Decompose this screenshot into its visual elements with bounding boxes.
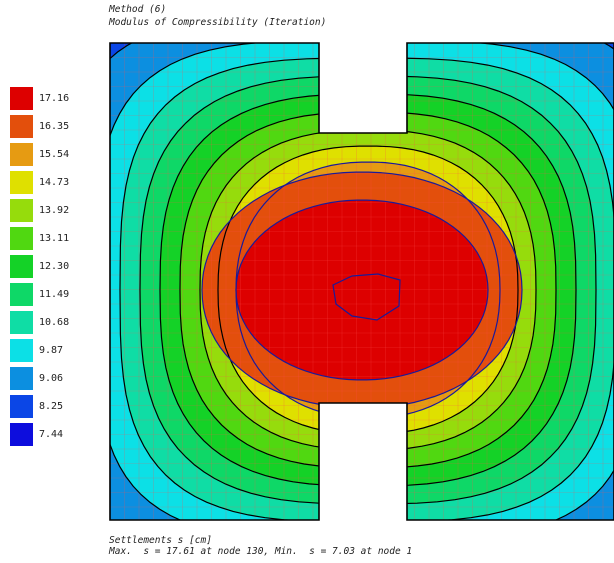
legend-value: 12.30 bbox=[39, 261, 70, 272]
legend-value: 13.92 bbox=[39, 205, 70, 216]
legend-item: 9.06 bbox=[10, 367, 80, 395]
legend-item: 14.73 bbox=[10, 171, 80, 199]
plot-title: Modulus of Compressibility (Iteration) bbox=[109, 17, 327, 28]
result-label: Settlements s [cm] bbox=[109, 535, 212, 546]
legend-swatch bbox=[10, 255, 33, 278]
legend-value: 9.06 bbox=[39, 373, 64, 384]
contour-line bbox=[139, 75, 597, 505]
legend-item: 11.49 bbox=[10, 283, 80, 311]
legend-swatch bbox=[10, 367, 33, 390]
legend-value: 10.68 bbox=[39, 317, 70, 328]
legend-swatch bbox=[10, 87, 33, 110]
result-summary: Max. s = 17.61 at node 130, Min. s = 7.0… bbox=[109, 546, 413, 557]
legend-item: 10.68 bbox=[10, 311, 80, 339]
legend-value: 7.44 bbox=[39, 429, 64, 440]
legend-value: 13.11 bbox=[39, 233, 70, 244]
contour-lines bbox=[110, 43, 614, 520]
legend-item: 9.87 bbox=[10, 339, 80, 367]
legend-item: 15.54 bbox=[10, 143, 80, 171]
legend-value: 9.87 bbox=[39, 345, 64, 356]
legend-item: 13.11 bbox=[10, 227, 80, 255]
legend-swatch bbox=[10, 199, 33, 222]
legend-item: 13.92 bbox=[10, 199, 80, 227]
contour-line bbox=[235, 199, 489, 381]
contour-line bbox=[119, 57, 614, 520]
legend-item: 7.44 bbox=[10, 423, 80, 451]
legend-swatch bbox=[10, 227, 33, 250]
legend-value: 16.35 bbox=[39, 121, 70, 132]
legend-swatch bbox=[10, 171, 33, 194]
contour-line bbox=[199, 129, 537, 451]
legend-swatch bbox=[10, 115, 33, 138]
contour-line bbox=[217, 145, 519, 435]
method-label: Method (6) bbox=[109, 4, 167, 15]
legend-swatch bbox=[10, 423, 33, 446]
legend-value: 8.25 bbox=[39, 401, 64, 412]
legend-value: 15.54 bbox=[39, 149, 70, 160]
legend-value: 14.73 bbox=[39, 177, 70, 188]
color-legend: 17.16 16.35 15.54 14.73 13.92 13.11 12.30 11.49… bbox=[10, 87, 80, 451]
legend-item: 16.35 bbox=[10, 115, 80, 143]
peak-contour bbox=[332, 273, 401, 321]
legend-swatch bbox=[10, 283, 33, 306]
contour-band bbox=[236, 200, 488, 380]
legend-item: 17.16 bbox=[10, 87, 80, 115]
contour-line bbox=[110, 43, 614, 520]
legend-value: 17.16 bbox=[39, 93, 70, 104]
legend-item: 12.30 bbox=[10, 255, 80, 283]
contour-line bbox=[159, 93, 577, 487]
legend-swatch bbox=[10, 395, 33, 418]
contour-bands bbox=[110, 43, 614, 520]
legend-value: 11.49 bbox=[39, 289, 70, 300]
legend-swatch bbox=[10, 143, 33, 166]
legend-swatch bbox=[10, 311, 33, 334]
legend-item: 8.25 bbox=[10, 395, 80, 423]
contour-line bbox=[201, 171, 523, 409]
slab-outline bbox=[109, 42, 614, 521]
legend-swatch bbox=[10, 339, 33, 362]
contour-line bbox=[179, 111, 557, 469]
